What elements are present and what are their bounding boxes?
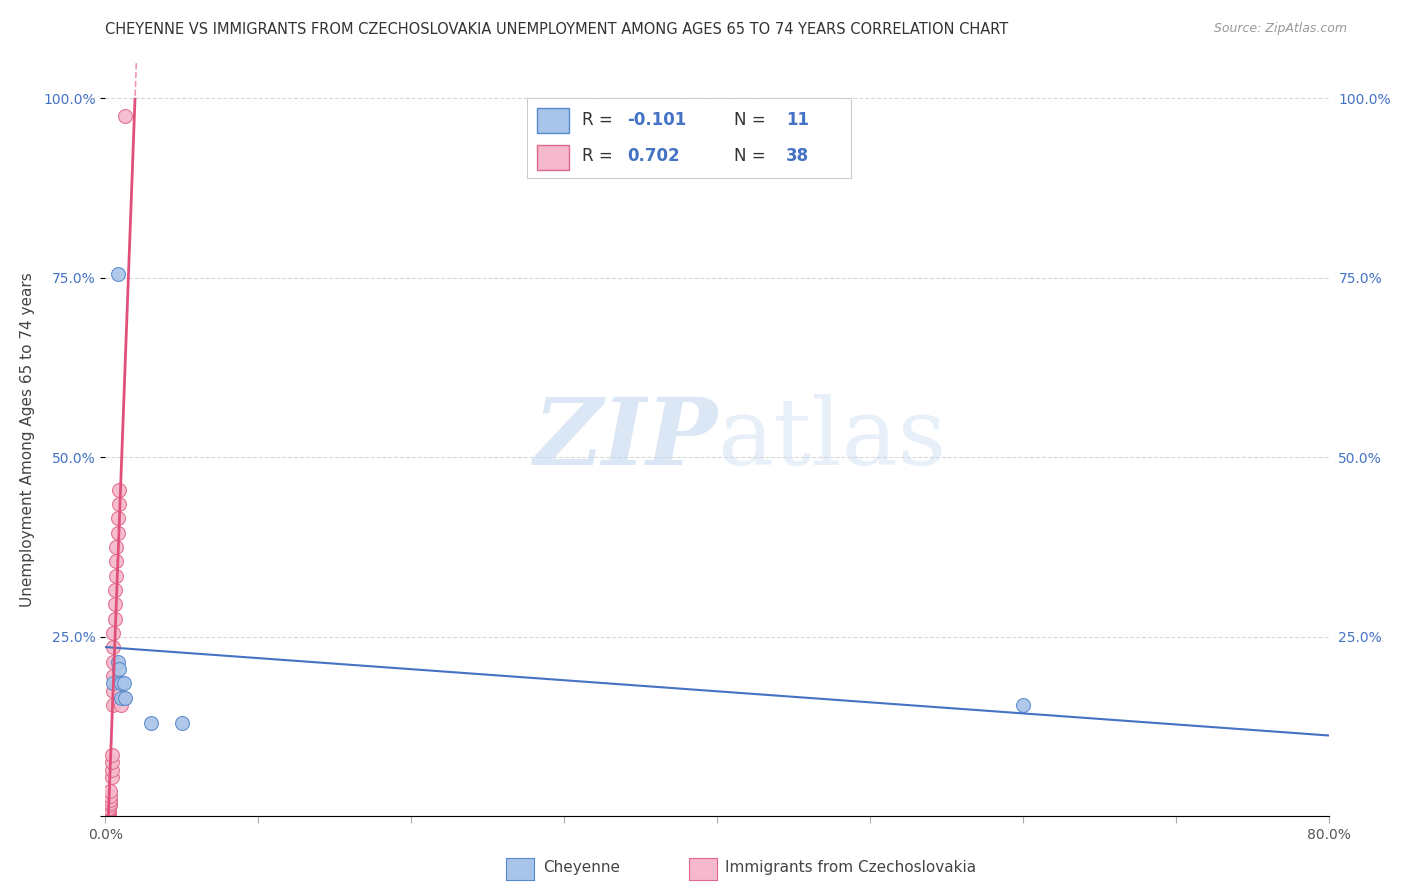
- Text: 11: 11: [786, 112, 808, 129]
- FancyBboxPatch shape: [537, 145, 569, 170]
- Point: [101, 655, 124, 669]
- Point: [98, 797, 121, 811]
- Point: [98, 798, 121, 813]
- Point: [97, 805, 120, 820]
- Point: [110, 676, 132, 690]
- Text: R =: R =: [582, 112, 619, 129]
- Text: -0.101: -0.101: [627, 112, 686, 129]
- Point: [104, 598, 127, 612]
- Point: [107, 525, 129, 540]
- Point: [98, 793, 121, 807]
- Point: [100, 763, 122, 777]
- Point: [104, 583, 127, 598]
- Point: [107, 267, 129, 281]
- Point: [110, 690, 132, 705]
- Point: [101, 698, 124, 712]
- Point: [141, 715, 163, 730]
- Point: [108, 662, 131, 676]
- Point: [97, 807, 120, 822]
- Point: [97, 807, 120, 822]
- Point: [97, 804, 120, 818]
- Text: Cheyenne: Cheyenne: [543, 860, 620, 874]
- Point: [97, 802, 120, 816]
- Point: [97, 804, 120, 818]
- Text: CHEYENNE VS IMMIGRANTS FROM CZECHOSLOVAKIA UNEMPLOYMENT AMONG AGES 65 TO 74 YEAR: CHEYENNE VS IMMIGRANTS FROM CZECHOSLOVAK…: [105, 22, 1008, 37]
- Point: [101, 676, 124, 690]
- Point: [105, 554, 128, 568]
- Point: [97, 807, 120, 822]
- Text: atlas: atlas: [717, 394, 946, 484]
- Text: 38: 38: [786, 147, 808, 165]
- Text: 0.702: 0.702: [627, 147, 681, 165]
- Text: ZIP: ZIP: [533, 394, 717, 484]
- Point: [114, 690, 136, 705]
- Point: [105, 568, 128, 582]
- Point: [100, 770, 122, 784]
- Text: Immigrants from Czechoslovakia: Immigrants from Czechoslovakia: [725, 860, 977, 874]
- Point: [170, 715, 193, 730]
- Point: [101, 626, 124, 640]
- Point: [98, 784, 121, 798]
- Text: N =: N =: [734, 147, 770, 165]
- Y-axis label: Unemployment Among Ages 65 to 74 years: Unemployment Among Ages 65 to 74 years: [20, 272, 35, 607]
- Point: [112, 690, 135, 705]
- Point: [97, 800, 120, 814]
- Point: [101, 683, 124, 698]
- Point: [108, 497, 131, 511]
- Point: [1011, 698, 1033, 712]
- Point: [107, 511, 129, 525]
- FancyBboxPatch shape: [537, 108, 569, 134]
- Point: [100, 756, 122, 770]
- Point: [97, 807, 120, 822]
- Text: R =: R =: [582, 147, 619, 165]
- Text: Source: ZipAtlas.com: Source: ZipAtlas.com: [1213, 22, 1347, 36]
- Point: [101, 640, 124, 655]
- Point: [101, 669, 124, 683]
- Point: [112, 676, 135, 690]
- Point: [105, 540, 128, 554]
- Point: [104, 612, 127, 626]
- Point: [108, 483, 131, 497]
- Point: [114, 109, 136, 123]
- Text: N =: N =: [734, 112, 770, 129]
- Point: [110, 698, 132, 712]
- Point: [97, 805, 120, 820]
- Point: [98, 789, 121, 803]
- Point: [107, 655, 129, 669]
- Point: [100, 748, 122, 763]
